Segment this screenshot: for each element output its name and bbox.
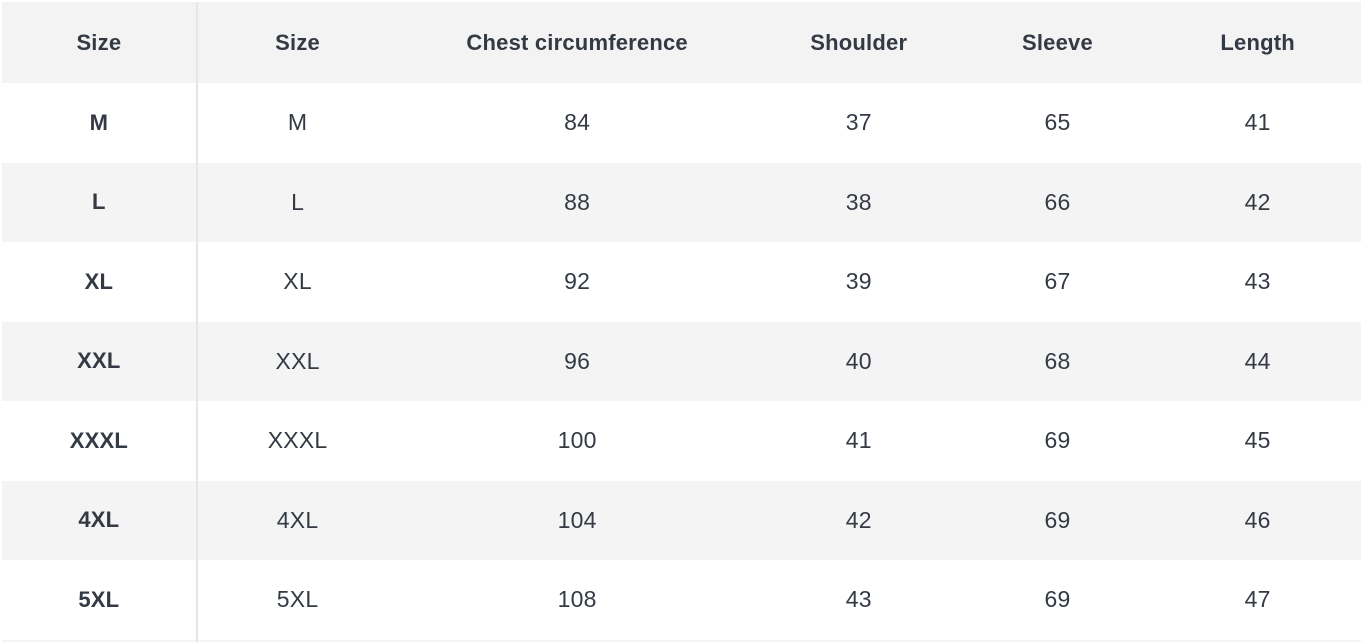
- cell-xl-size-1: XL: [283, 268, 312, 295]
- cell-xxl-sleeve-4: 68: [1044, 347, 1071, 374]
- cell-m-length-5: 41: [1244, 109, 1271, 136]
- cell-m-size-1: M: [287, 109, 308, 136]
- cell-4xl-shoulder-3: 42: [845, 506, 872, 533]
- cell-xxl-length-5: 44: [1244, 347, 1271, 374]
- table-header-row: Size Size Chest circumference Shoulder Sleev…: [2, 2, 1361, 83]
- cell-l-sleeve-4: 66: [1044, 188, 1071, 215]
- cell-5xl-sleeve-4: 69: [1044, 586, 1071, 613]
- column-header-5-length: Length: [1220, 29, 1295, 55]
- table-row-m: M M 84 37 65 41: [2, 83, 1361, 163]
- table-row-5xl: 5XL 5XL 108 43 69 47: [2, 560, 1361, 640]
- cell-5xl-length-5: 47: [1244, 586, 1271, 613]
- table-body: M M 84 37 65 41 L L 88 38 66 42 XL XL 92 39 67 43 XXL XXL 96…: [2, 83, 1361, 642]
- cell-m-shoulder-3: 37: [845, 109, 872, 136]
- cell-m-size-0: M: [2, 83, 198, 163]
- table-row-xxxl: XXXL XXXL 100 41 69 45: [2, 401, 1361, 481]
- next-row-partial-cell: [2, 639, 198, 642]
- cell-xxxl-size-1: XXXL: [267, 427, 328, 454]
- cell-5xl-shoulder-3: 43: [845, 586, 872, 613]
- cell-5xl-chest-circumference-2: 108: [557, 586, 597, 613]
- cell-xl-size-0: XL: [2, 242, 198, 322]
- cell-xxxl-length-5: 45: [1244, 427, 1271, 454]
- cell-xxl-shoulder-3: 40: [845, 347, 872, 374]
- column-header-3-shoulder: Shoulder: [810, 29, 908, 55]
- cell-xxxl-sleeve-4: 69: [1044, 427, 1071, 454]
- cell-l-chest-circumference-2: 88: [564, 188, 591, 215]
- cell-4xl-size-1: 4XL: [276, 506, 319, 533]
- table-row-4xl: 4XL 4XL 104 42 69 46: [2, 480, 1361, 560]
- column-header-0-size: Size: [2, 2, 198, 83]
- cell-xl-chest-circumference-2: 92: [564, 268, 591, 295]
- cell-5xl-size-1: 5XL: [276, 586, 319, 613]
- cell-l-length-5: 42: [1244, 188, 1271, 215]
- table-row-xxl: XXL XXL 96 40 68 44: [2, 321, 1361, 401]
- column-header-2-chest-circumference: Chest circumference: [466, 29, 688, 55]
- column-header-1-size: Size: [275, 29, 320, 55]
- cell-xxxl-size-0: XXXL: [2, 401, 198, 481]
- cell-xxl-size-0: XXL: [2, 321, 198, 401]
- next-row-partial: [2, 639, 1361, 642]
- cell-xl-length-5: 43: [1244, 268, 1271, 295]
- cell-xl-sleeve-4: 67: [1044, 268, 1071, 295]
- cell-l-shoulder-3: 38: [845, 188, 872, 215]
- cell-l-size-0: L: [2, 162, 198, 242]
- cell-4xl-size-0: 4XL: [2, 480, 198, 560]
- column-header-4-sleeve: Sleeve: [1021, 29, 1093, 55]
- cell-xxxl-chest-circumference-2: 100: [557, 427, 597, 454]
- cell-xxxl-shoulder-3: 41: [845, 427, 872, 454]
- cell-4xl-length-5: 46: [1244, 506, 1271, 533]
- table-row-l: L L 88 38 66 42: [2, 162, 1361, 242]
- cell-5xl-size-0: 5XL: [2, 560, 198, 640]
- cell-xl-shoulder-3: 39: [845, 268, 872, 295]
- cell-xxl-size-1: XXL: [275, 347, 320, 374]
- cell-m-sleeve-4: 65: [1044, 109, 1071, 136]
- table-row-xl: XL XL 92 39 67 43: [2, 242, 1361, 322]
- cell-4xl-sleeve-4: 69: [1044, 506, 1071, 533]
- cell-m-chest-circumference-2: 84: [564, 109, 591, 136]
- cell-4xl-chest-circumference-2: 104: [557, 506, 597, 533]
- cell-l-size-1: L: [291, 188, 305, 215]
- cell-xxl-chest-circumference-2: 96: [564, 347, 591, 374]
